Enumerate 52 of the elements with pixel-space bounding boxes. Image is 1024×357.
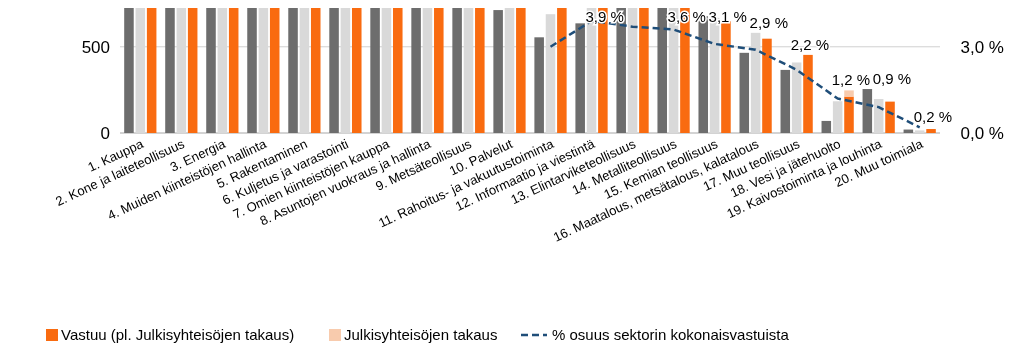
bar [739,52,750,133]
bar [146,8,157,133]
bar [516,8,526,133]
legend-label: Julkisyhteisöjen takaus [344,326,498,343]
bar [844,96,854,133]
y2-tick-label: 0,0 % [960,124,1004,143]
bar [269,8,280,133]
data-label: 2,9 % [749,13,788,31]
legend-label: % osuus sektorin kokonaisvastuista [552,326,790,343]
bar [124,8,134,133]
bar [475,8,485,133]
bar [393,8,403,133]
data-label: 3,1 % [708,8,747,25]
bar [370,8,380,133]
bar [780,69,791,133]
bar [803,54,813,133]
bar [914,130,925,133]
bar [926,129,936,133]
bar [206,8,216,133]
bar [873,99,884,133]
bar [187,8,198,133]
y2-tick-label: 3,0 % [960,37,1004,57]
bar [575,23,585,133]
bar [885,101,895,133]
bar [493,10,503,133]
data-label: 0,9 % [872,70,912,88]
bar [844,90,854,97]
data-label: 0,2 % [913,108,953,126]
bar [821,120,832,133]
bar [534,37,544,133]
y-tick-label: 0 [100,124,110,143]
y-tick-label: 500 [81,37,110,57]
bar [351,8,362,133]
bar [452,8,462,133]
bar [862,89,873,133]
data-label: 2,2 % [790,35,829,53]
data-label: 1,2 % [831,71,871,89]
bar [557,8,567,133]
bar [165,8,175,133]
bar [791,62,802,133]
bar [329,8,339,133]
bar [411,8,421,133]
bar [639,8,649,133]
bar [657,8,667,133]
bar [228,8,239,133]
bar [310,8,321,133]
bar [832,101,843,133]
legend-label: Vastuu (pl. Julkisyhteisöjen takaus) [61,326,295,343]
bar [247,8,257,133]
bar [434,8,444,133]
bar [288,8,298,133]
bar [762,38,772,133]
